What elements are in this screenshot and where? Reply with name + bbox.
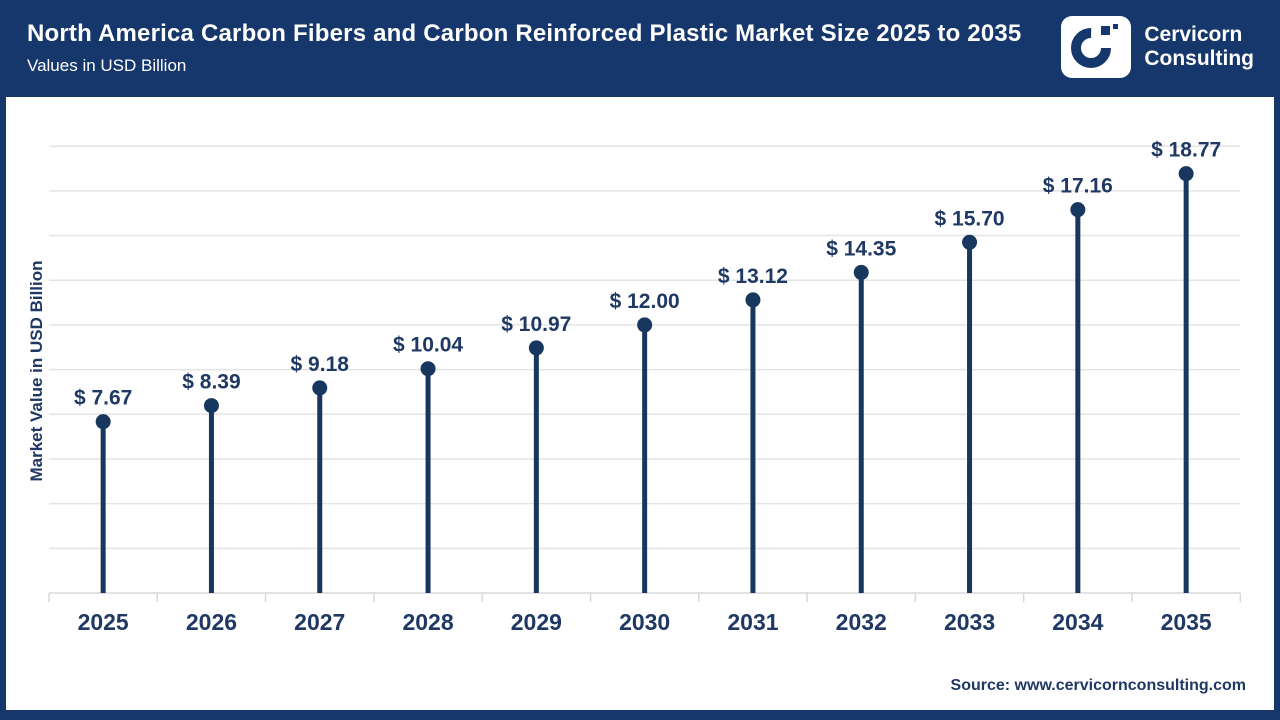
value-label: $ 7.67 [74,387,132,410]
year-label: 2035 [1161,609,1212,635]
marker [312,380,328,396]
lollipop-2026: $ 8.39 2026 [182,371,240,635]
value-label: $ 15.70 [935,207,1005,230]
brand-name-line2: Consulting [1144,47,1254,70]
brand-name: Cervicorn Consulting [1144,23,1254,71]
brand-name-line1: Cervicorn [1144,23,1243,46]
header: North America Carbon Fibers and Carbon R… [0,0,1280,97]
marker [637,317,653,333]
lollipop-2035: $ 18.77 2035 [1151,139,1221,635]
lollipop-2027: $ 9.18 2027 [291,353,350,635]
value-label: $ 14.35 [826,237,896,260]
year-label: 2032 [836,609,887,635]
year-label: 2025 [78,609,129,635]
marker [745,292,761,308]
value-label: $ 17.16 [1043,175,1113,198]
brand-logo: Cervicorn Consulting [1061,16,1254,78]
marker [853,264,869,280]
year-label: 2027 [294,609,345,635]
marker [1178,166,1194,182]
marker [420,361,436,377]
bottom-bar [0,710,1280,720]
lollipop-2033: $ 15.70 2033 [935,207,1005,635]
value-label: $ 10.04 [393,334,463,357]
value-label: $ 13.12 [718,265,788,288]
chart-title: North America Carbon Fibers and Carbon R… [27,20,1022,47]
value-label: $ 10.97 [501,313,571,336]
data-series: $ 7.67 2025 $ 8.39 2026 $ 9.18 2027 $ 10.04 202… [74,139,1221,635]
marker [528,340,544,356]
lollipop-2030: $ 12.00 2030 [610,290,680,635]
year-label: 2026 [186,609,237,635]
value-label: $ 18.77 [1151,139,1221,162]
year-label: 2029 [511,609,562,635]
chart-area: Market Value in USD Billion $ 7.67 2025 $ … [6,97,1274,710]
lollipop-2031: $ 13.12 2031 [718,265,788,635]
gridlines [48,145,1242,602]
year-label: 2028 [402,609,453,635]
marker [962,234,978,250]
lollipop-2034: $ 17.16 2034 [1043,175,1113,635]
cervicorn-logo-icon [1061,16,1132,78]
value-label: $ 12.00 [610,290,680,313]
value-label: $ 9.18 [291,353,350,376]
lollipop-2025: $ 7.67 2025 [74,387,132,635]
lollipop-2029: $ 10.97 2029 [501,313,571,635]
logo-c-glyph [1071,24,1119,68]
lollipop-2032: $ 14.35 2032 [826,237,896,635]
header-titles: North America Carbon Fibers and Carbon R… [27,20,1021,76]
source-link[interactable]: Source: www.cervicornconsulting.com [950,677,1246,694]
lollipop-2028: $ 10.04 2028 [393,334,463,635]
value-label: $ 8.39 [182,371,240,394]
year-label: 2031 [727,609,778,635]
year-label: 2033 [944,609,995,635]
marker [1070,202,1086,218]
year-label: 2030 [619,609,670,635]
marker [95,414,111,430]
marker [203,398,219,414]
chart-subtitle: Values in USD Billion [27,56,187,75]
lollipop-chart: Market Value in USD Billion $ 7.672025$ … [27,139,1242,635]
year-label: 2034 [1052,609,1103,635]
y-axis-title: Market Value in USD Billion [27,260,46,481]
